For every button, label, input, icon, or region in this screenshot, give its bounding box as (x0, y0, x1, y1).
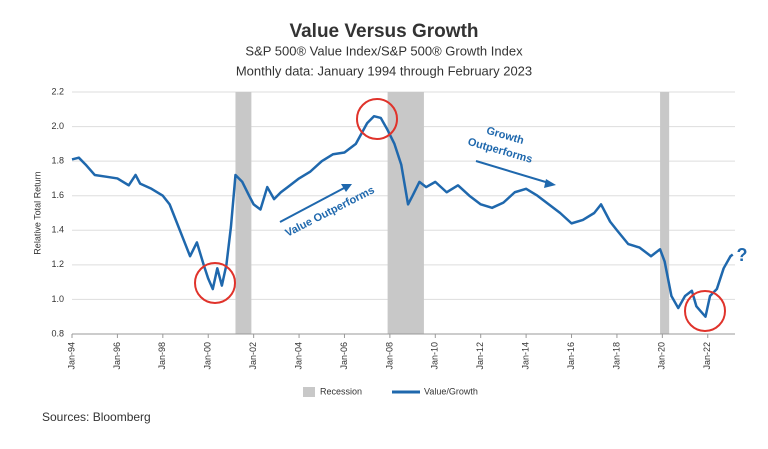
arrow (475, 160, 550, 184)
annotation: ? (737, 245, 748, 265)
x-tick-label: Jan-14 (520, 342, 530, 370)
y-tick-label: 1.2 (51, 259, 64, 269)
plot: 0.8 1.0 1.2 1.4 1.6 1.8 2.0 2.2 Jan-94 Jan-96 Jan-… (51, 86, 735, 370)
source: Sources: Bloomberg (42, 410, 151, 424)
x-tick-label: Jan-12 (475, 342, 485, 370)
y-tick-label: 0.8 (51, 328, 64, 338)
recession-band (660, 92, 670, 334)
y-tick-label: 1.6 (51, 190, 64, 200)
x-tick-label: Jan-96 (112, 342, 122, 370)
arrow-head (544, 179, 556, 188)
y-tick-label: 2.2 (51, 86, 64, 96)
highlight-circle (194, 262, 236, 304)
x-tick-label: Jan-94 (66, 342, 76, 370)
arrow-head (341, 184, 352, 192)
chart-subtitle: S&P 500® Value Index/S&P 500® Growth Ind… (245, 43, 523, 58)
chart-subtitle: Monthly data: January 1994 through Febru… (236, 63, 532, 78)
y-axis-label: Relative Total Return (32, 171, 42, 254)
y-tick-label: 1.8 (51, 156, 64, 166)
y-tick-label: 1.0 (51, 294, 64, 304)
x-tick-label: Jan-00 (203, 342, 213, 370)
y-tick-label: 1.4 (51, 225, 64, 235)
highlight-circle (684, 290, 726, 332)
x-tick-label: Jan-98 (157, 342, 167, 370)
x-tick-label: Jan-08 (384, 342, 394, 370)
highlight-circle (356, 98, 398, 140)
legend-swatch (303, 387, 315, 397)
chart-title: Value Versus Growth (289, 21, 478, 42)
x-tick-label: Jan-16 (566, 342, 576, 370)
data-line (71, 114, 734, 318)
x-tick-label: Jan-06 (339, 342, 349, 370)
legend-label: Recession (320, 386, 362, 396)
x-tick-label: Jan-04 (293, 342, 303, 370)
x-tick-label: Jan-18 (611, 342, 621, 370)
recession-band (387, 92, 424, 334)
highlights (194, 98, 726, 332)
legend-label: Value/Growth (424, 386, 478, 396)
x-tick-label: Jan-10 (430, 342, 440, 370)
x-tick-label: Jan-02 (248, 342, 258, 370)
x-tick-label: Jan-22 (702, 342, 712, 370)
recession-band (235, 92, 252, 334)
y-tick-label: 2.0 (51, 121, 64, 131)
arrow (279, 186, 347, 223)
arrows (279, 160, 556, 223)
x-tick-label: Jan-20 (657, 342, 667, 370)
